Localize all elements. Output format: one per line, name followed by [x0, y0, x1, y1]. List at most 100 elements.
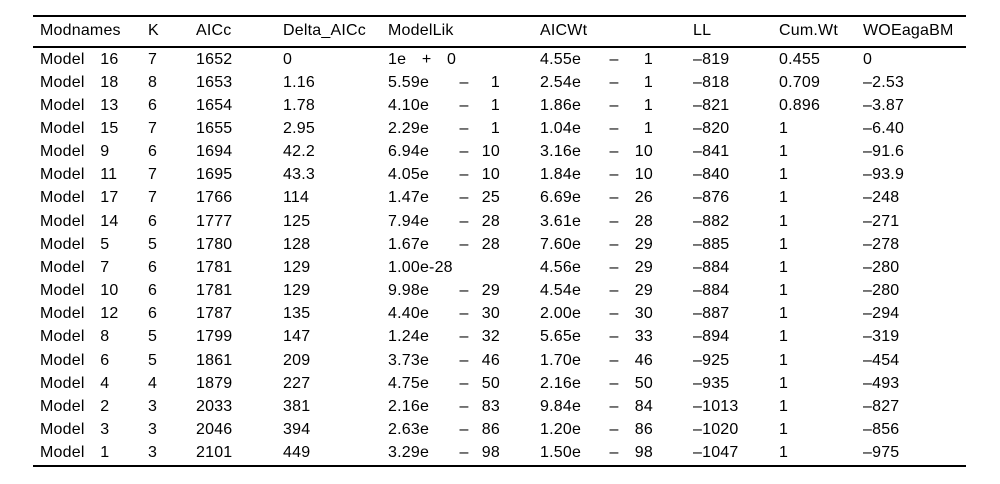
cell-delta_aicc: 114	[283, 189, 310, 207]
sci-mantissa: 4.56e	[540, 258, 582, 276]
cell-modnames: Model 12	[40, 305, 119, 323]
table-row: Model 8 5 1799 147 1.24e –32 5.65e –33 –894 1 –319	[0, 325, 1000, 348]
sci-exponent: 46	[634, 351, 653, 369]
cell-k: 8	[148, 73, 158, 91]
sci-exponent: 32	[481, 328, 500, 346]
sci-exponent-sign: –	[609, 374, 619, 392]
table-row: Model 16 7 1652 0 1e + 0 4.55e – 1 –819 0.455 0	[0, 48, 1000, 71]
cell-woeagabm: –493	[863, 374, 900, 392]
cell-modnames: Model 11	[40, 166, 118, 184]
cell-aicc: 1781	[196, 258, 233, 276]
sci-exponent: 10	[634, 143, 653, 161]
sci-mantissa: 1.50e	[540, 444, 582, 462]
cell-aicc: 2046	[196, 421, 233, 438]
cell-aicwt: 1.86e – 1	[540, 94, 653, 117]
cell-aicc: 1787	[196, 305, 233, 323]
sci-mantissa: 4.05e	[388, 166, 430, 184]
sci-mantissa: 2.54e	[540, 73, 582, 91]
column-header-ll: LL	[693, 22, 712, 39]
cell-delta_aicc: 1.16	[283, 73, 315, 91]
cell-woeagabm: –454	[863, 351, 900, 369]
sci-exponent: 28	[481, 212, 500, 230]
cell-modnames: Model 9	[40, 143, 110, 161]
cell-k: 3	[148, 444, 158, 462]
cell-ll: –1013	[693, 397, 739, 415]
sci-mantissa: 4.10e	[388, 96, 430, 114]
table-row: Model 1 3 2101 449 3.29e –98 1.50e –98 –1047 1 –97…	[0, 441, 1000, 464]
cell-k: 7	[148, 166, 158, 184]
cell-modnames: Model 4	[40, 374, 110, 392]
cell-woeagabm: –248	[863, 189, 900, 207]
cell-modnames: Model 15	[40, 119, 119, 137]
sci-exponent-sign: –	[609, 50, 619, 68]
cell-aicc: 1655	[196, 119, 233, 137]
cell-cumwt: 0.896	[779, 96, 821, 114]
sci-exponent: 26	[634, 189, 653, 207]
table-header-rule	[33, 45, 966, 48]
cell-modellik: 4.05e –10	[388, 163, 500, 186]
cell-delta_aicc: 1.78	[283, 96, 315, 114]
cell-aicc: 1652	[196, 50, 233, 68]
cell-woeagabm: –280	[863, 258, 900, 276]
cell-cumwt: 1	[779, 189, 789, 207]
sci-exponent: 98	[634, 444, 653, 462]
table-row: Model 17 7 1766 114 1.47e –25 6.69e –26 –876 1 –24…	[0, 186, 1000, 209]
sci-exponent-sign: –	[609, 212, 619, 230]
cell-aicc: 1879	[196, 374, 233, 392]
cell-woeagabm: –6.40	[863, 119, 905, 137]
sci-mantissa: 1.84e	[540, 166, 582, 184]
sci-mantissa: 3.16e	[540, 143, 582, 161]
sci-exponent-sign: –	[459, 143, 469, 161]
cell-aicc: 2101	[196, 444, 233, 462]
sci-mantissa: 9.98e	[388, 282, 430, 300]
sci-exponent: 28	[634, 212, 653, 230]
cell-k: 7	[148, 119, 158, 137]
sci-exponent-sign: –	[459, 374, 469, 392]
cell-modellik: 4.40e –30	[388, 302, 500, 325]
cell-k: 6	[148, 212, 158, 230]
sci-mantissa: 1.70e	[540, 351, 582, 369]
cell-modellik: 9.98e –29	[388, 279, 500, 302]
cell-k: 6	[148, 96, 158, 114]
sci-exponent-sign: –	[459, 351, 469, 369]
column-header-aicwt: AICWt	[540, 22, 588, 39]
cell-modellik: 7.94e –28	[388, 210, 500, 233]
cell-woeagabm: –280	[863, 282, 900, 300]
sci-exponent: 1	[643, 96, 653, 114]
sci-exponent-sign: –	[609, 328, 619, 346]
sci-mantissa: 1.47e	[388, 189, 430, 207]
cell-modellik: 2.63e –86	[388, 418, 500, 441]
cell-cumwt: 0.455	[779, 50, 821, 68]
cell-aicc: 1654	[196, 96, 233, 114]
cell-k: 5	[148, 351, 158, 369]
sci-exponent: 98	[481, 444, 500, 462]
cell-cumwt: 1	[779, 258, 789, 276]
cell-woeagabm: –271	[863, 212, 900, 230]
cell-woeagabm: –827	[863, 397, 900, 415]
cell-ll: –935	[693, 374, 730, 392]
cell-modnames: Model 5	[40, 235, 110, 253]
cell-ll: –818	[693, 73, 730, 91]
cell-ll: –925	[693, 351, 730, 369]
sci-exponent-sign: –	[459, 73, 469, 91]
sci-mantissa: 2.00e	[540, 305, 582, 323]
sci-exponent: 86	[634, 421, 653, 438]
table-row: Model 3 3 2046 394 2.63e –86 1.20e –86 –1020 1 –85…	[0, 418, 1000, 441]
cell-aicc: 1694	[196, 143, 233, 161]
sci-exponent-sign: –	[609, 258, 619, 276]
column-header-modellik: ModelLik	[388, 22, 454, 39]
sci-mantissa: 2.63e	[388, 421, 430, 438]
sci-exponent: 1	[490, 119, 500, 137]
cell-aicwt: 2.16e –50	[540, 372, 653, 395]
cell-ll: –1047	[693, 444, 739, 462]
cell-woeagabm: –294	[863, 305, 900, 323]
sci-exponent-sign: –	[609, 73, 619, 91]
sci-mantissa: 1.86e	[540, 96, 582, 114]
cell-aicwt: 1.04e – 1	[540, 117, 653, 140]
cell-aicwt: 4.54e –29	[540, 279, 653, 302]
cell-woeagabm: –93.9	[863, 166, 905, 184]
sci-exponent-sign: –	[609, 282, 619, 300]
sci-exponent-sign: –	[459, 282, 469, 300]
cell-cumwt: 1	[779, 235, 789, 253]
